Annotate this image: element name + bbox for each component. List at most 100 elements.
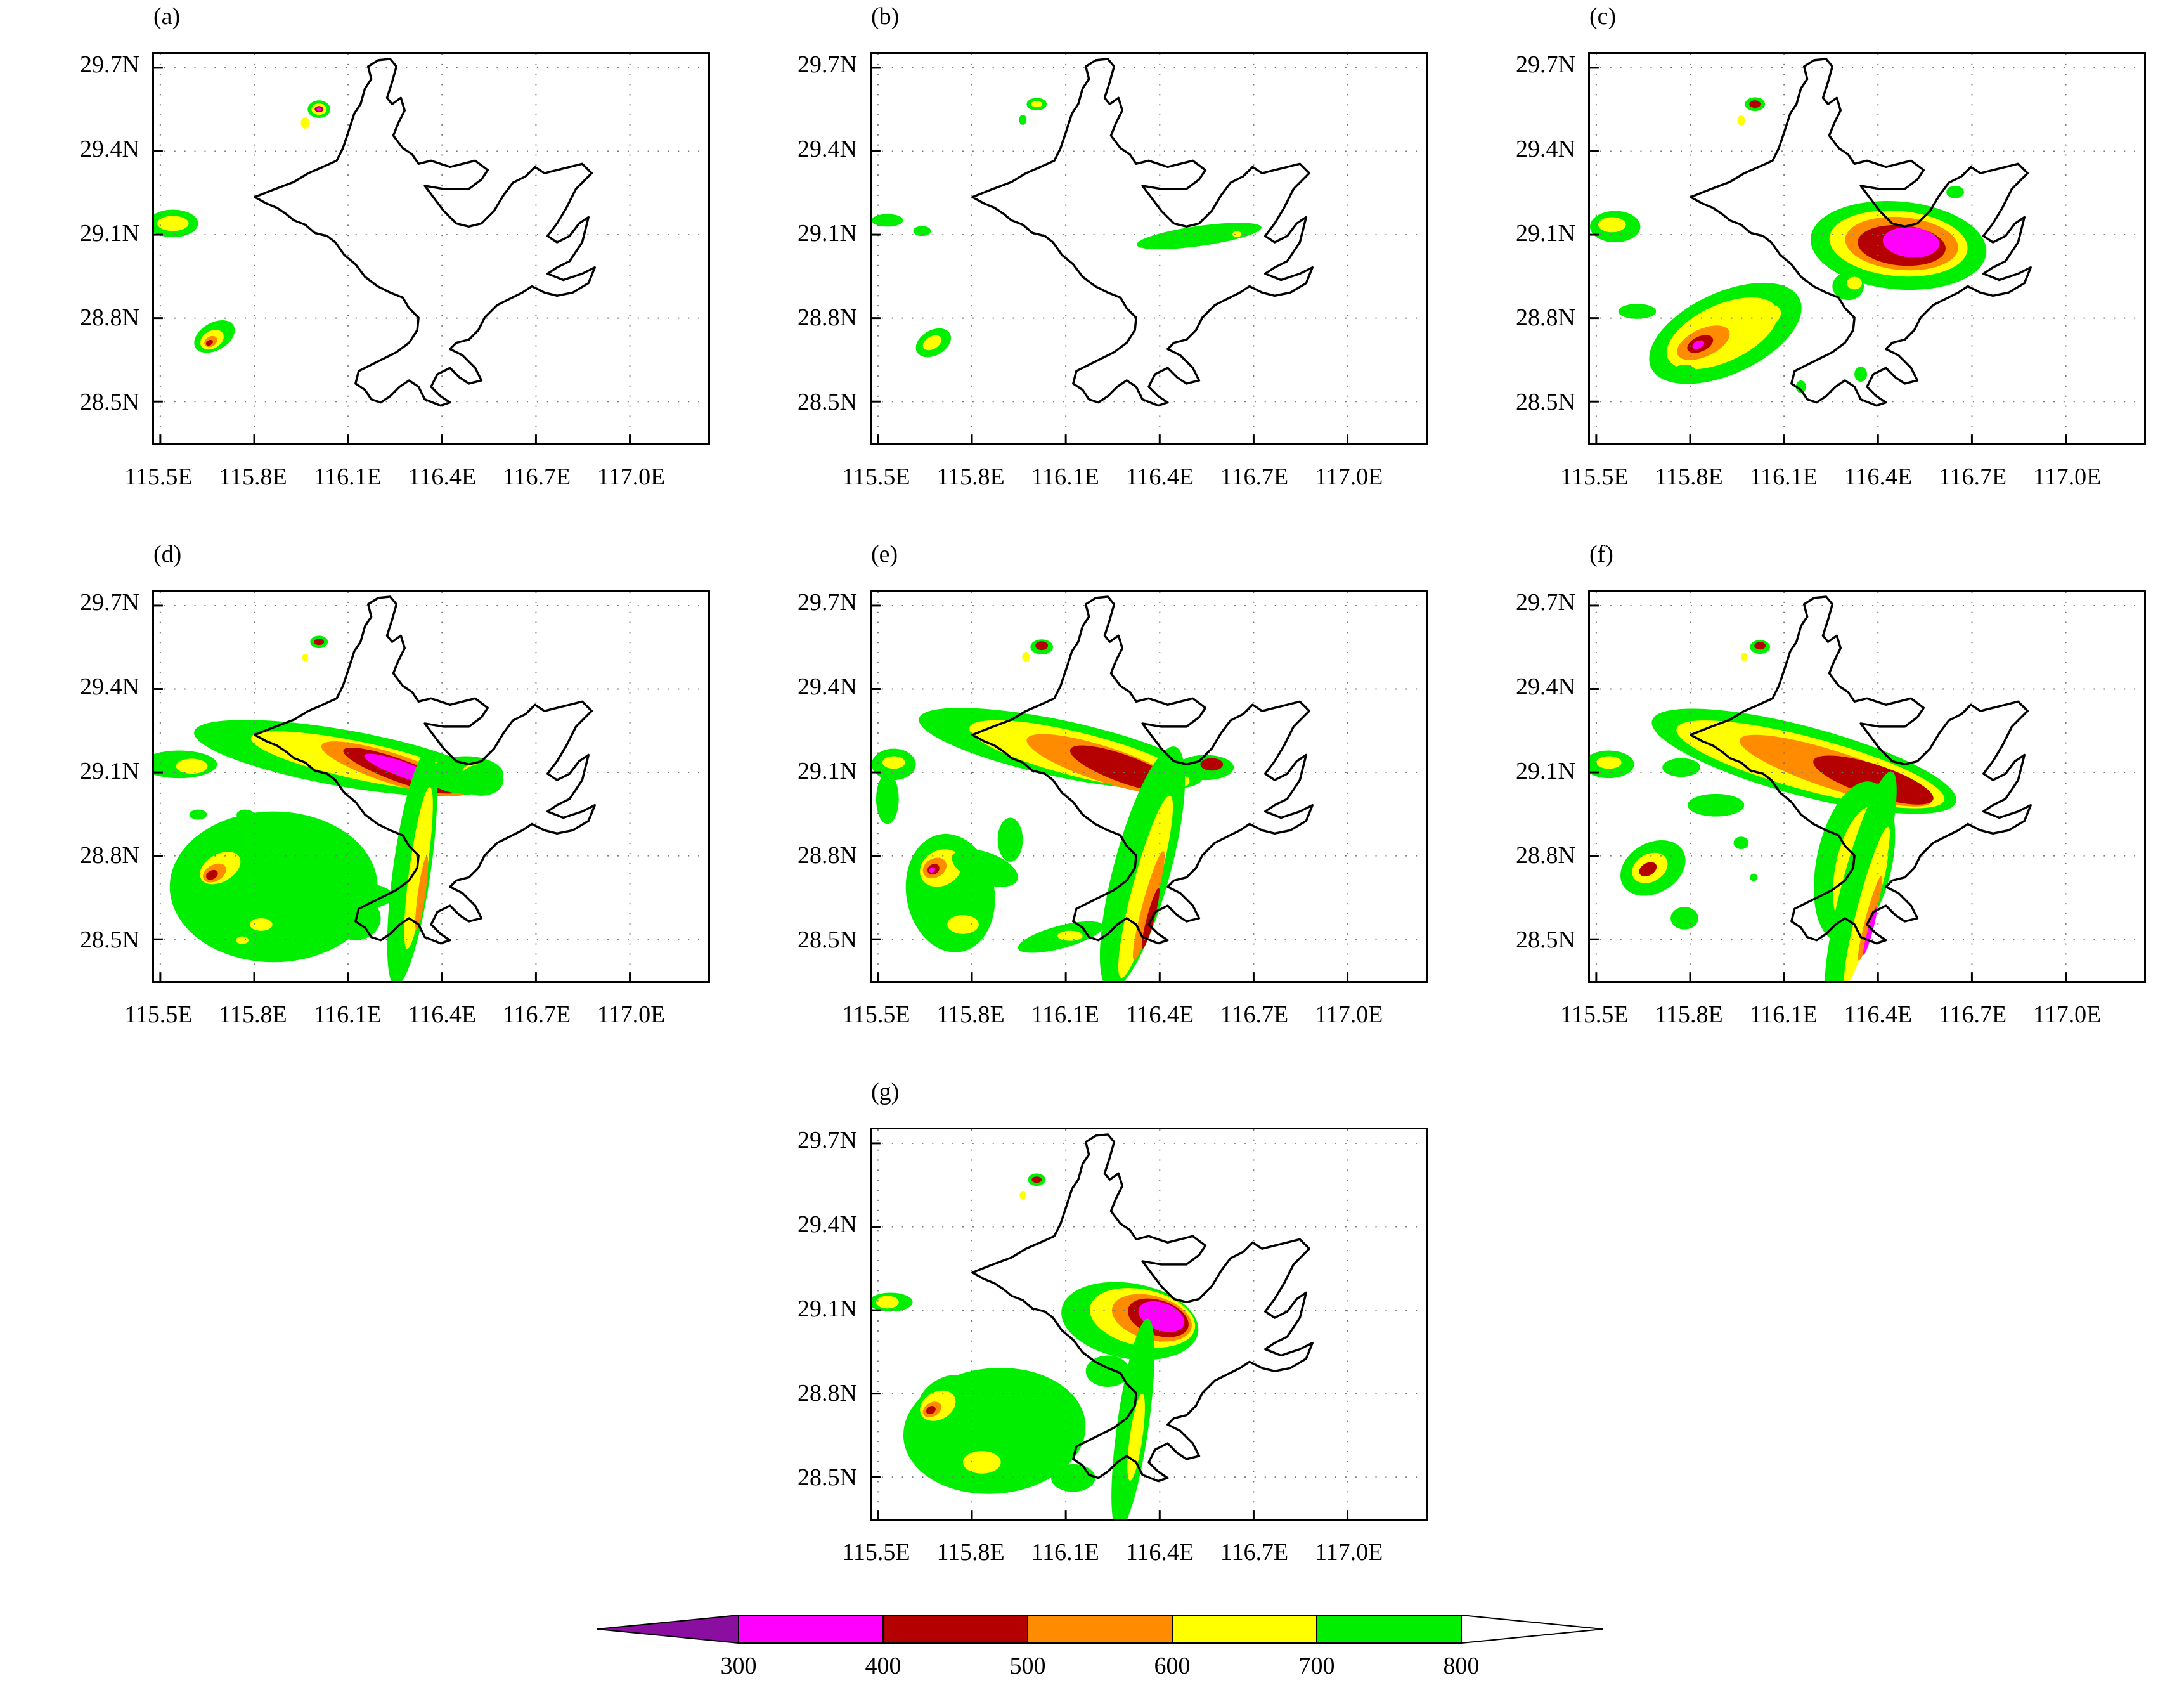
- map-frame: [870, 1128, 1428, 1521]
- contour-fill-c700: [1687, 793, 1745, 817]
- contour-fill-c600: [963, 1451, 1001, 1474]
- lon-tick-label: 115.8E: [936, 1539, 1005, 1566]
- contour-fill-c400: [205, 340, 213, 346]
- panel-label: (f): [1589, 541, 1613, 568]
- map-frame: [152, 590, 710, 983]
- lake-outline: [971, 58, 1314, 407]
- lat-tick-label: 29.7N: [798, 1127, 857, 1154]
- map-frame: [152, 52, 710, 445]
- panel-label: (c): [1589, 3, 1617, 30]
- lat-tick-label: 28.8N: [798, 842, 857, 869]
- colorbar-level-label: 500: [1009, 1653, 1046, 1679]
- lat-tick-label: 29.1N: [798, 1295, 857, 1322]
- contour-fill-c400: [1141, 888, 1160, 949]
- map-plot: [154, 592, 708, 981]
- lon-tick-label: 116.7E: [1938, 464, 2007, 490]
- lat-tick-label: 28.5N: [1516, 926, 1575, 953]
- lon-tick-label: 116.4E: [1125, 1539, 1194, 1566]
- lat-tick-label: 29.4N: [80, 673, 139, 700]
- lon-tick-label: 116.7E: [502, 1001, 571, 1028]
- contour-fill-c300: [1692, 340, 1705, 349]
- map-plot: [1590, 54, 2144, 443]
- lon-tick-label: 117.0E: [1315, 464, 1383, 490]
- contour-fill-c700: [1618, 304, 1657, 319]
- contour-fill-c700: [459, 764, 504, 796]
- contour-fill-c700: [1946, 185, 1964, 198]
- lon-tick-label: 116.1E: [1031, 1539, 1099, 1566]
- contour-fill-c600: [404, 787, 433, 949]
- contour-fill-c400: [1200, 758, 1224, 771]
- contour-fill-c600: [1232, 231, 1241, 238]
- map-plot: [1590, 592, 2144, 981]
- lon-tick-label: 116.1E: [313, 1001, 382, 1028]
- lon-tick-label: 116.7E: [1938, 1001, 2007, 1028]
- contour-fill-c600: [1844, 826, 1890, 981]
- contour-fill-c400: [1639, 862, 1657, 877]
- contour-fill-c400: [314, 639, 325, 646]
- lon-tick-label: 116.4E: [408, 464, 477, 490]
- lat-tick-label: 28.8N: [798, 304, 857, 331]
- contour-fill-c600: [947, 915, 979, 934]
- contour-fill-c600: [1031, 101, 1043, 108]
- map-plot: [872, 592, 1426, 981]
- colorbar-extend-high: [1461, 1614, 1603, 1644]
- lat-tick-label: 29.7N: [1516, 589, 1575, 616]
- contour-fill-c400: [1035, 641, 1049, 651]
- lon-tick-label: 115.8E: [1655, 464, 1723, 490]
- contour-fill-c700: [913, 226, 931, 237]
- contour-fill-c700: [1051, 1464, 1095, 1492]
- lat-tick-label: 28.8N: [80, 304, 139, 331]
- lake-outline: [971, 595, 1314, 945]
- contour-fill-c600: [249, 918, 273, 931]
- lon-tick-label: 117.0E: [597, 464, 666, 490]
- contour-fill-c700: [1673, 365, 1696, 378]
- lon-tick-label: 116.4E: [1125, 1001, 1194, 1028]
- lon-tick-label: 115.5E: [124, 1001, 193, 1028]
- lon-tick-label: 116.7E: [1220, 1539, 1289, 1566]
- contour-fill-c600: [1598, 217, 1626, 233]
- map-frame: [870, 52, 1428, 445]
- contour-fill-c600: [302, 654, 309, 661]
- contour-fill-c300: [316, 107, 322, 112]
- lat-tick-label: 28.8N: [1516, 842, 1575, 869]
- lat-tick-label: 28.5N: [1516, 388, 1575, 415]
- contour-fill-c600: [157, 216, 189, 231]
- lon-tick-label: 115.8E: [219, 1001, 287, 1028]
- lat-tick-label: 28.8N: [798, 1379, 857, 1407]
- lon-tick-label: 116.1E: [1031, 1001, 1099, 1028]
- lat-tick-label: 28.5N: [80, 388, 139, 415]
- lon-tick-label: 117.0E: [1315, 1539, 1383, 1566]
- lat-tick-label: 29.4N: [1516, 673, 1575, 700]
- lon-tick-label: 115.5E: [842, 1539, 910, 1566]
- lon-tick-label: 116.1E: [1031, 464, 1099, 490]
- contour-fill-c300: [929, 867, 936, 873]
- colorbar-segment: [1172, 1615, 1317, 1644]
- contour-fill-c600: [876, 1296, 899, 1309]
- contour-fill-c600: [1745, 304, 1781, 331]
- lon-tick-label: 115.8E: [219, 464, 287, 490]
- panel-label: (b): [871, 3, 900, 30]
- contour-fill-c700: [236, 809, 254, 820]
- contour-fill-c400: [1813, 755, 1934, 805]
- contour-fill-c700: [318, 882, 394, 911]
- lon-tick-label: 116.7E: [1220, 464, 1289, 490]
- colorbar: [596, 1614, 1604, 1644]
- lat-tick-label: 28.5N: [798, 388, 857, 415]
- panel-label: (d): [153, 541, 182, 568]
- lon-tick-label: 116.7E: [502, 464, 571, 490]
- colorbar-level-label: 800: [1443, 1653, 1480, 1679]
- lat-tick-label: 29.1N: [80, 757, 139, 784]
- lake-outline: [254, 58, 596, 407]
- contour-fill-c700: [1137, 223, 1262, 250]
- lake-outline: [254, 595, 596, 945]
- contour-fill-c600: [1019, 1191, 1026, 1200]
- lat-tick-label: 28.5N: [80, 926, 139, 953]
- contour-fill-c700: [1795, 380, 1806, 393]
- lon-tick-label: 115.5E: [842, 464, 910, 490]
- lon-tick-label: 115.8E: [936, 1001, 1005, 1028]
- contour-fill-c600: [882, 756, 905, 769]
- lat-tick-label: 29.4N: [798, 673, 857, 700]
- colorbar-segment: [1027, 1615, 1173, 1644]
- lat-tick-label: 28.5N: [798, 926, 857, 953]
- contour-fill-c300: [1882, 227, 1940, 258]
